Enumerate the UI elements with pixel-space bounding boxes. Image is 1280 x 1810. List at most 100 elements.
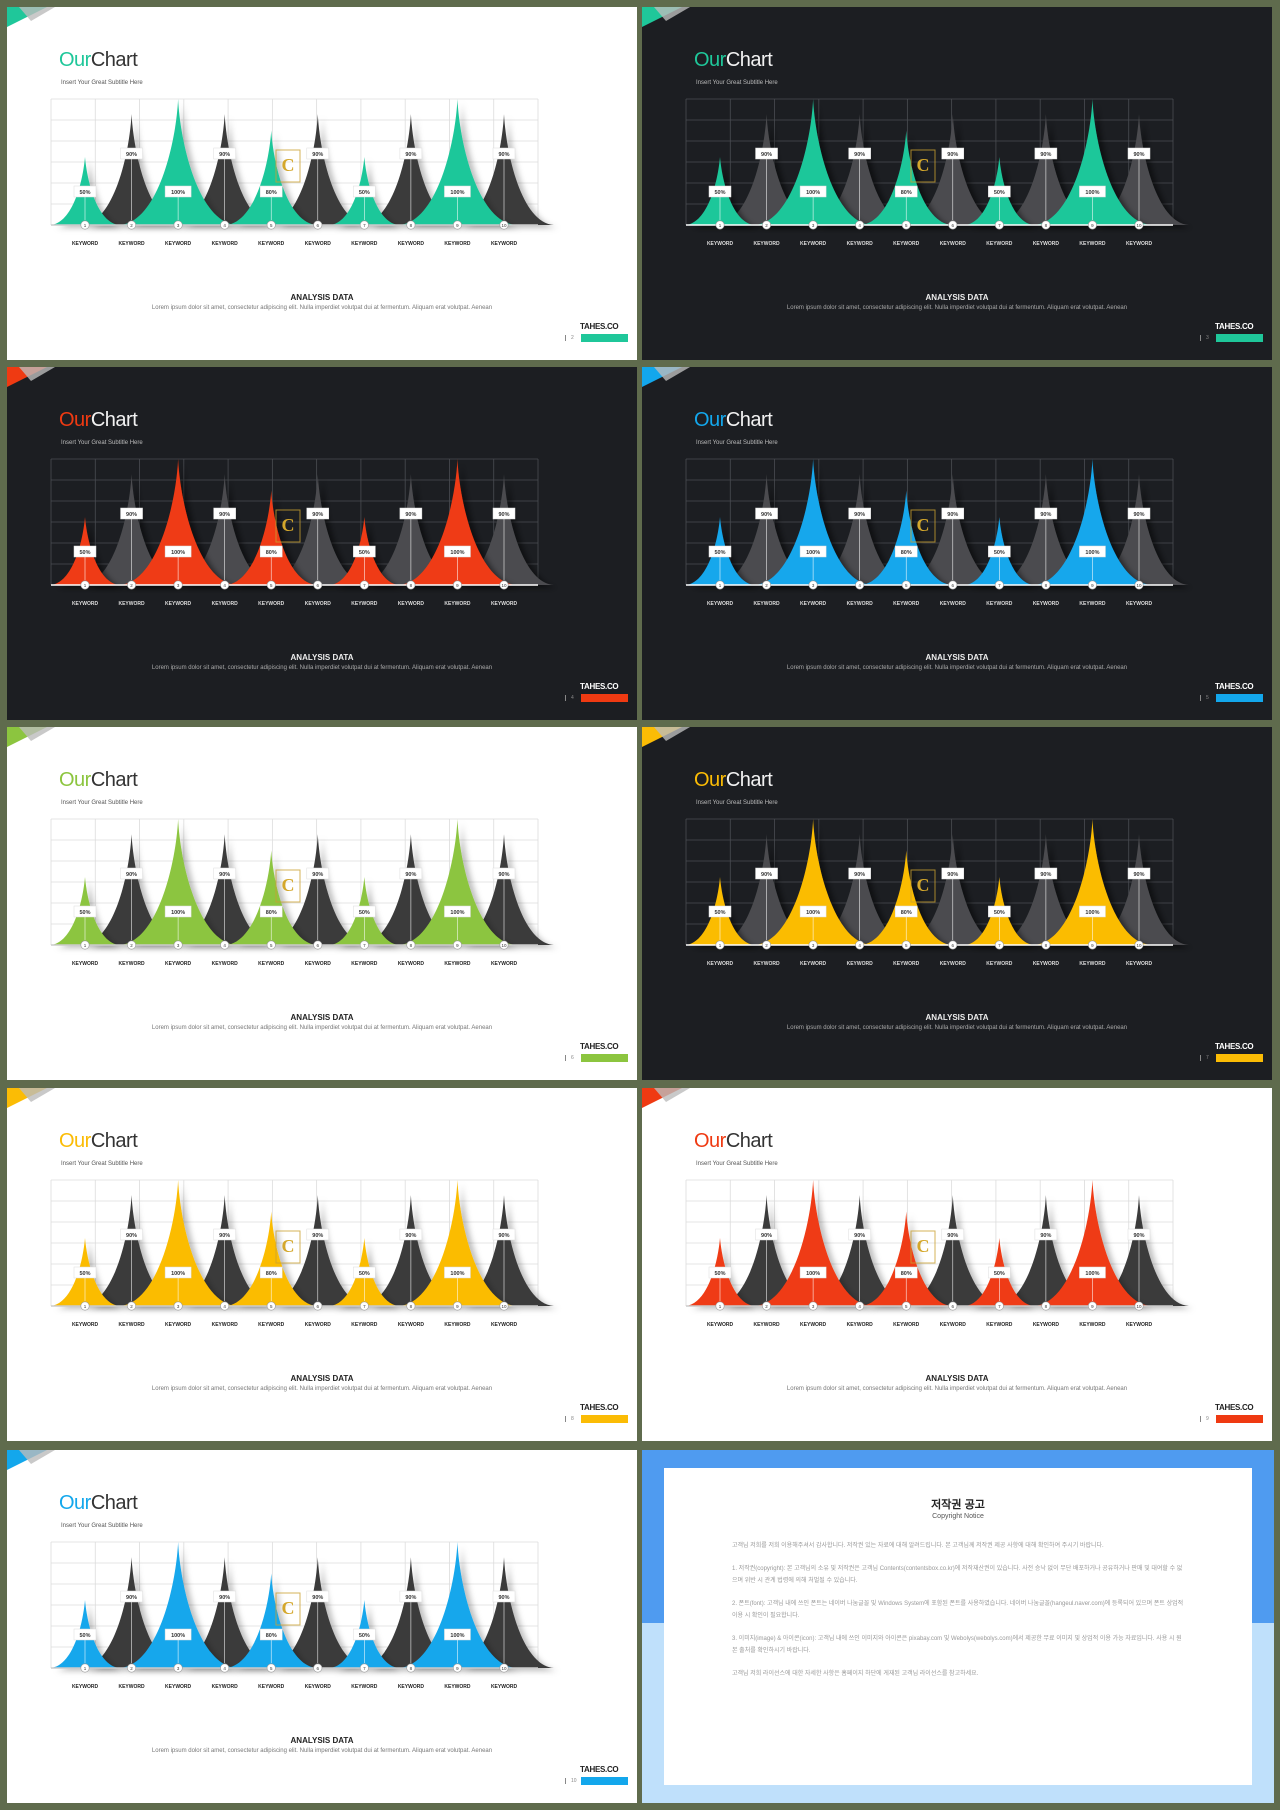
data-label: 90% [312,1595,323,1601]
category-number: 2 [130,1304,133,1309]
copyright-title: 저작권 공고 [931,1499,985,1511]
page-subtitle: Insert Your Great Subtitle Here [696,440,778,446]
data-label-box [399,507,423,520]
category-number: 9 [456,583,459,588]
category-number: 10 [1136,1304,1142,1309]
category-label: KEYWORD [305,601,332,607]
accent-peak [398,819,517,945]
category-marker [127,940,137,950]
category-label: KEYWORD [1033,1322,1060,1328]
category-number: 10 [1136,583,1142,588]
category-marker [173,1663,183,1673]
copyright-card: 저작권 공고 Copyright Notice 고객님 저희를 저희 이용해주셔… [664,1468,1252,1785]
accent-peak [860,490,952,585]
data-label: 90% [219,1595,230,1601]
category-marker [499,1301,509,1311]
content-logo-icon: C [910,509,936,543]
corner-decoration [642,7,690,27]
category-label: KEYWORD [165,961,192,967]
chart-slide: OurChart Insert Your Great Subtitle Here 5… [7,1450,637,1803]
category-number: 4 [858,943,861,948]
category-number: 9 [1091,583,1094,588]
page-title: OurChart [694,769,773,792]
title-accent: Our [694,409,726,431]
category-label: KEYWORD [800,961,827,967]
category-label: KEYWORD [444,601,471,607]
category-label: KEYWORD [305,241,332,247]
accent-peak [754,819,873,945]
category-label: KEYWORD [258,1684,285,1690]
accent-peak [398,1180,517,1306]
data-label: 90% [126,1233,137,1239]
category-number: 10 [501,1304,507,1309]
title-main: Chart [725,409,773,431]
category-marker [406,1301,416,1311]
category-marker [994,580,1004,590]
data-label: 50% [359,1271,370,1277]
data-label: 100% [450,190,464,196]
category-number: 8 [410,1666,413,1671]
title-accent: Our [59,1130,91,1152]
data-label-box [894,905,918,918]
analysis-description: Lorem ipsum dolor sit amet, consectetur … [151,1025,493,1031]
category-number: 1 [719,1304,722,1309]
accent-peak [1033,819,1152,945]
corner-decoration [642,367,690,387]
page-number: 10 [565,1778,577,1784]
category-marker [901,940,911,950]
data-label-box [848,507,871,520]
accent-peak [860,850,952,945]
data-label: 100% [806,910,820,916]
analysis-title: ANALYSIS DATA [925,653,989,662]
data-label: 80% [266,1633,277,1639]
category-marker [1134,940,1144,950]
data-label-box [848,867,871,880]
page-subtitle: Insert Your Great Subtitle Here [696,1161,778,1167]
data-label-box [1127,507,1151,520]
data-label: 90% [126,152,137,158]
data-label: 100% [171,190,185,196]
category-number: 8 [1045,943,1048,948]
data-label-box [120,147,143,160]
category-marker [173,1301,183,1311]
data-label-box [164,185,192,198]
category-label: KEYWORD [72,1322,99,1328]
category-marker [452,1663,462,1673]
category-number: 2 [130,583,133,588]
category-number: 3 [177,1666,180,1671]
category-label: KEYWORD [491,961,518,967]
category-number: 9 [1091,223,1094,228]
title-accent: Our [694,1130,726,1152]
category-marker [313,1663,323,1673]
category-label: KEYWORD [165,1684,192,1690]
data-label: 100% [450,910,464,916]
data-label: 100% [1085,1271,1099,1277]
accent-peak [754,459,873,585]
page-title: OurChart [59,1130,138,1153]
category-marker [220,940,230,950]
category-label: KEYWORD [212,1684,239,1690]
page-number: 3 [1200,335,1209,341]
copyright-paragraph: 고객님 저희 라이선스에 대한 자세한 사항은 홈페이지 하단에 게재된 고객님… [732,1671,979,1677]
data-label: 90% [219,152,230,158]
category-label: KEYWORD [398,601,425,607]
category-marker [80,580,90,590]
data-label: 90% [1133,152,1144,158]
data-label-box [755,507,778,520]
data-label: 90% [854,1233,865,1239]
category-label: KEYWORD [212,241,239,247]
category-label: KEYWORD [753,601,780,607]
category-label: KEYWORD [212,601,239,607]
data-label-box [73,1266,97,1279]
category-number: 4 [223,1666,226,1671]
category-number: 6 [952,583,955,588]
data-label-box [988,905,1011,918]
data-label-box [1034,867,1058,880]
chart-slide: OurChart Insert Your Great Subtitle Here 5… [642,367,1272,720]
data-label-box [941,867,965,880]
data-label-box [755,1228,778,1241]
category-label: KEYWORD [986,961,1013,967]
title-main: Chart [725,49,773,71]
peak-chart: 50% 1 KEYWORD 90% 2 KEYWORD 100% 3 KEYWORD 90% 4 KE… [50,1541,554,1690]
category-marker [855,220,865,230]
